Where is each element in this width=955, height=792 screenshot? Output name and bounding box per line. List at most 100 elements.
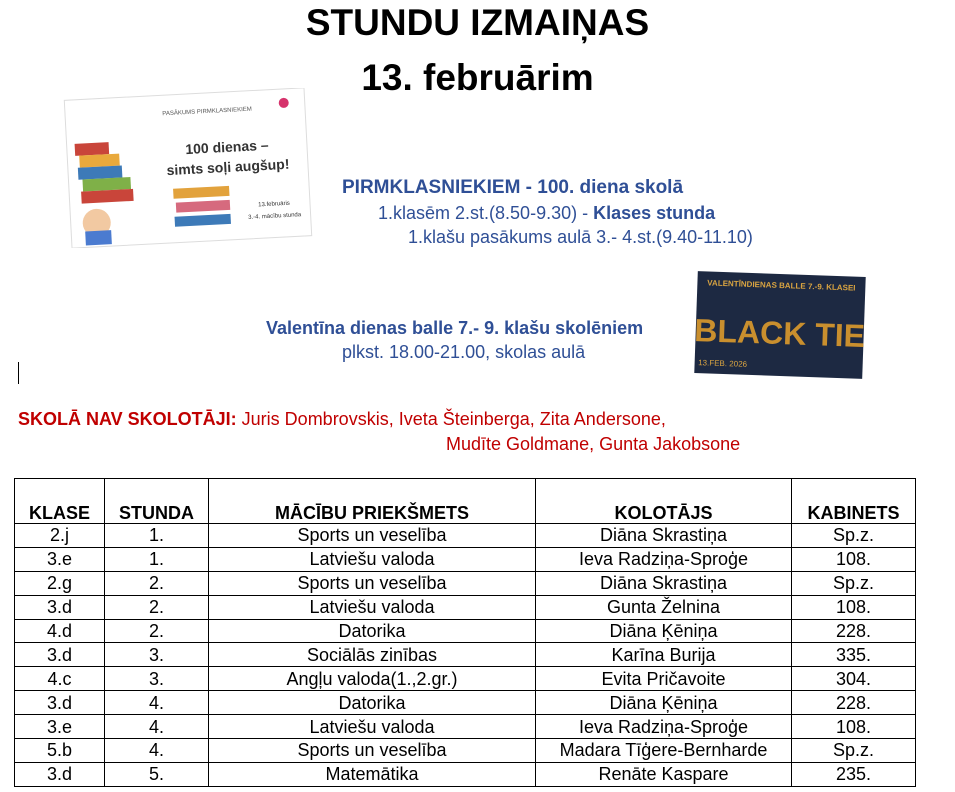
- table-row: 3.d 2. Latviešu valoda Gunta Želnina 108.: [14, 594, 916, 620]
- table-cell: 2.j: [14, 523, 105, 548]
- text-cursor: [18, 362, 19, 384]
- absent-names: Juris Dombrovskis, Iveta Šteinberga, Zit…: [236, 409, 666, 429]
- table-cell: Datorika: [208, 690, 536, 716]
- table-cell: 2.: [104, 594, 209, 620]
- table-cell: 1.: [104, 546, 209, 572]
- child: [82, 208, 111, 237]
- table-cell: 2.: [104, 570, 209, 596]
- table-cell: 108.: [791, 594, 916, 620]
- child: [85, 230, 112, 246]
- table-row: 4.d 2. Datorika Diāna Ķēniņa 228.: [14, 618, 916, 644]
- title: STUNDU IZMAIŅAS: [305, 2, 650, 43]
- table-cell: 108.: [791, 546, 916, 572]
- event-line: plkst. 18.00-21.00, skolas aulā: [342, 342, 586, 362]
- event-line: 1.klasēm 2.st.(8.50-9.30) - Klases stund…: [378, 203, 715, 224]
- poster-date: 13.FEB. 2026: [698, 358, 748, 369]
- table-cell: 3.e: [14, 546, 105, 572]
- table-cell: Sports un veselība: [208, 523, 536, 548]
- table-cell: Sports un veselība: [208, 570, 536, 596]
- column-header: KOLOTĀJS: [535, 478, 792, 524]
- table-cell: 304.: [791, 666, 916, 692]
- absent-label: SKOLĀ NAV SKOLOTĀJI:: [18, 409, 237, 429]
- event-title: Valentīna dienas balle 7.- 9. klašu skol…: [266, 318, 644, 338]
- table-cell: 235.: [791, 761, 916, 787]
- table-row: 3.e 1. Latviešu valoda Ieva Radziņa-Sproģe 1…: [14, 546, 916, 572]
- poster-caption: PASĀKUMS PIRMKLASNIEKIEM: [162, 106, 252, 118]
- header-row: KLASE STUNDA MĀCĪBU PRIEKŠMETS KOLOTĀJS KABI…: [14, 478, 916, 524]
- table-row: 5.b 4. Sports un veselība Madara Tīģere-Ber…: [14, 738, 916, 763]
- table-row: 4.c 3. Angļu valoda(1.,2.gr.) Evita Pričavo…: [14, 666, 916, 692]
- table-cell: 3.d: [14, 690, 105, 716]
- book: [81, 188, 134, 204]
- book: [74, 142, 110, 156]
- table-cell: Sp.z.: [791, 523, 916, 548]
- table-row: 3.d 3. Sociālās zinības Karīna Burija 335.: [14, 642, 916, 668]
- table-cell: 2.g: [14, 570, 105, 596]
- table-cell: 3.: [104, 642, 209, 668]
- table-row: 3.e 4. Latviešu valoda Ieva Radziņa-Sproģe 1…: [14, 714, 916, 740]
- poster-black-tie: VALENTĪNDIENAS BALLE 7.-9. KLASEI BLACK …: [694, 271, 866, 379]
- table-cell: Ieva Radziņa-Sproģe: [535, 546, 792, 572]
- event-title: PIRMKLASNIEKIEM - 100. diena skolā: [342, 177, 684, 198]
- poster-card: [63, 88, 313, 248]
- poster-time: 3.-4. mācību stunda: [248, 212, 302, 221]
- sign: [173, 185, 230, 199]
- table-cell: 5.: [104, 761, 209, 787]
- table-cell: 4.: [104, 690, 209, 716]
- column-header: KLASE: [14, 478, 105, 524]
- table-row: 2.j 1. Sports un veselība Diāna Skrastiņa Sp…: [14, 523, 916, 548]
- poster-headline: BLACK TIE: [694, 312, 866, 354]
- column-header: STUNDA: [104, 478, 209, 524]
- table-cell: 228.: [791, 690, 916, 716]
- table-cell: Evita Pričavoite: [535, 666, 792, 692]
- table-cell: 335.: [791, 642, 916, 668]
- table-cell: Renāte Kaspare: [535, 761, 792, 787]
- table-cell: Sp.z.: [791, 738, 916, 763]
- table-cell: Diāna Ķēniņa: [535, 618, 792, 644]
- poster-date: 13.februāris: [258, 201, 290, 209]
- poster-card: [694, 271, 866, 379]
- table-cell: Madara Tīģere-Bernharde: [535, 738, 792, 763]
- book: [82, 177, 132, 192]
- table-row: 3.d 5. Matemātika Renāte Kaspare 235.: [14, 761, 916, 787]
- book: [79, 153, 120, 168]
- table-cell: Latviešu valoda: [208, 594, 536, 620]
- poster-headline: simts soļi augšup!: [166, 156, 290, 178]
- sign: [174, 213, 231, 227]
- table-cell: Sports un veselība: [208, 738, 536, 763]
- table-cell: 3.d: [14, 761, 105, 787]
- table-cell: 4.d: [14, 618, 105, 644]
- table-cell: 3.: [104, 666, 209, 692]
- event-text: 1.klasēm 2.st.(8.50-9.30) -: [378, 203, 594, 223]
- pin: [278, 97, 289, 108]
- table-cell: Datorika: [208, 618, 536, 644]
- table-cell: Karīna Burija: [535, 642, 792, 668]
- table-row: 3.d 4. Datorika Diāna Ķēniņa 228.: [14, 690, 916, 716]
- table-cell: Diāna Skrastiņa: [535, 570, 792, 596]
- poster-pirmklasniekiem: PASĀKUMS PIRMKLASNIEKIEM 100 dienas – si…: [63, 88, 313, 248]
- table-cell: 1.: [104, 523, 209, 548]
- table-cell: Gunta Želnina: [535, 594, 792, 620]
- table-cell: 4.c: [14, 666, 105, 692]
- table-cell: Latviešu valoda: [208, 714, 536, 740]
- absent-line: SKOLĀ NAV SKOLOTĀJI: Juris Dombrovskis, …: [18, 409, 666, 430]
- column-header: KABINETS: [791, 478, 916, 524]
- sign: [175, 199, 231, 213]
- table-cell: 5.b: [14, 738, 105, 763]
- table-head: KLASE STUNDA MĀCĪBU PRIEKŠMETS KOLOTĀJS KABI…: [14, 478, 916, 524]
- event-text-bold: Klases stunda: [593, 203, 716, 223]
- table-cell: 4.: [104, 714, 209, 740]
- absent-names: Mudīte Goldmane, Gunta Jakobsone: [446, 434, 741, 454]
- table-cell: Diāna Skrastiņa: [535, 523, 792, 548]
- table-cell: Ieva Radziņa-Sproģe: [535, 714, 792, 740]
- table-cell: 4.: [104, 738, 209, 763]
- table-cell: 228.: [791, 618, 916, 644]
- table-cell: Diāna Ķēniņa: [535, 690, 792, 716]
- changes-table: KLASE STUNDA MĀCĪBU PRIEKŠMETS KOLOTĀJS KABI…: [14, 478, 916, 787]
- table-cell: 2.: [104, 618, 209, 644]
- table-cell: 3.d: [14, 594, 105, 620]
- event-line: 1.klašu pasākums aulā 3.- 4.st.(9.40-11.…: [408, 227, 753, 247]
- table-cell: Sp.z.: [791, 570, 916, 596]
